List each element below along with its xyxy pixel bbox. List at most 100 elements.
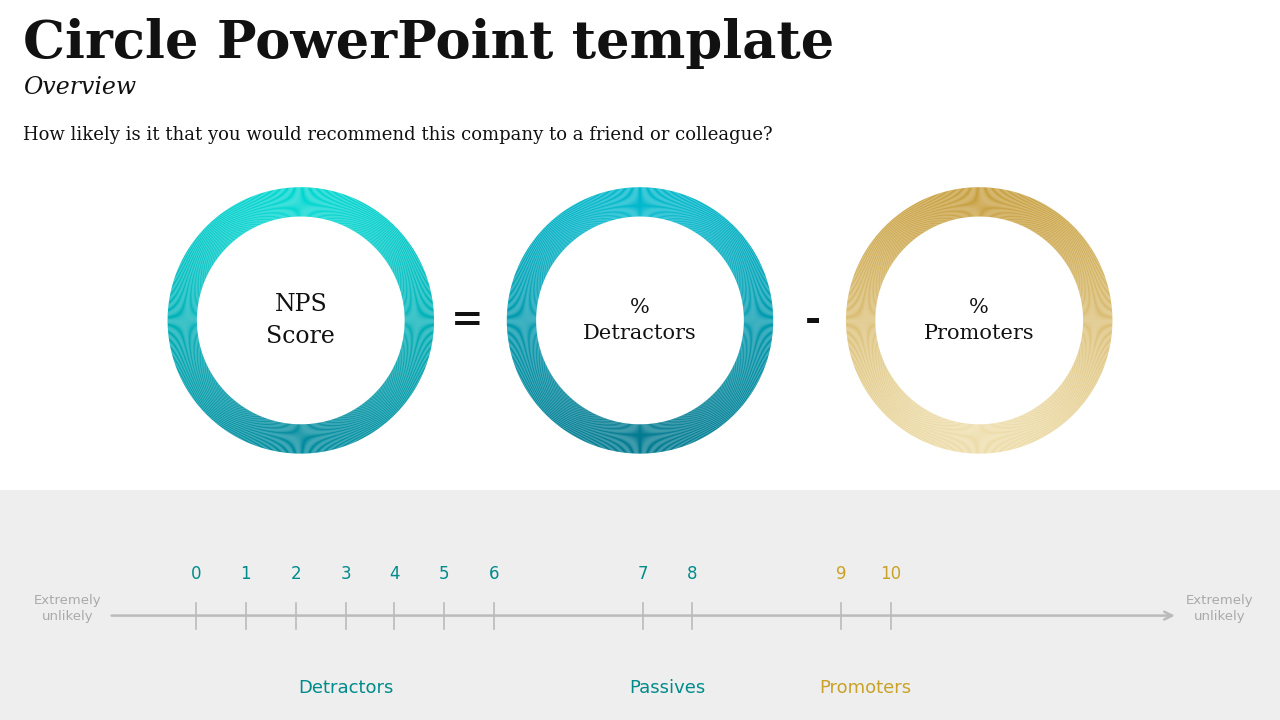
Polygon shape	[1010, 193, 1019, 221]
Polygon shape	[653, 423, 658, 453]
Polygon shape	[847, 298, 877, 304]
Polygon shape	[184, 255, 210, 270]
Polygon shape	[722, 238, 746, 257]
Polygon shape	[696, 209, 713, 234]
Polygon shape	[168, 307, 197, 311]
Polygon shape	[269, 191, 276, 220]
Polygon shape	[521, 368, 548, 382]
Polygon shape	[1051, 395, 1071, 417]
Polygon shape	[1076, 273, 1103, 284]
Polygon shape	[180, 262, 207, 276]
Polygon shape	[170, 341, 198, 347]
Polygon shape	[168, 328, 197, 331]
Polygon shape	[384, 382, 408, 400]
Polygon shape	[731, 257, 758, 271]
Polygon shape	[271, 422, 279, 451]
Polygon shape	[986, 424, 988, 454]
Polygon shape	[1059, 235, 1082, 254]
Polygon shape	[397, 269, 424, 281]
Polygon shape	[849, 296, 877, 302]
Polygon shape	[241, 201, 255, 228]
Polygon shape	[392, 255, 417, 270]
Polygon shape	[179, 266, 206, 279]
Polygon shape	[727, 377, 753, 393]
Polygon shape	[401, 350, 429, 359]
Polygon shape	[404, 310, 434, 313]
Polygon shape	[520, 262, 547, 276]
Polygon shape	[399, 277, 428, 287]
Polygon shape	[369, 219, 388, 242]
Polygon shape	[508, 298, 538, 304]
Polygon shape	[704, 215, 723, 239]
Polygon shape	[508, 337, 538, 343]
Polygon shape	[852, 278, 881, 288]
Polygon shape	[404, 315, 434, 317]
Polygon shape	[1028, 203, 1043, 229]
Text: %
Promoters: % Promoters	[924, 297, 1034, 343]
Polygon shape	[599, 194, 609, 222]
Text: 5: 5	[439, 565, 449, 583]
Polygon shape	[878, 232, 901, 252]
Polygon shape	[355, 408, 371, 434]
Polygon shape	[508, 331, 536, 336]
Polygon shape	[518, 364, 545, 377]
Polygon shape	[192, 242, 216, 260]
Polygon shape	[699, 405, 717, 430]
Polygon shape	[687, 202, 701, 228]
Polygon shape	[904, 406, 922, 431]
Polygon shape	[1010, 419, 1020, 447]
Polygon shape	[623, 423, 628, 453]
Polygon shape	[1025, 413, 1038, 440]
Polygon shape	[741, 345, 769, 353]
Polygon shape	[700, 405, 718, 429]
Polygon shape	[663, 421, 671, 450]
Polygon shape	[884, 393, 906, 415]
Polygon shape	[317, 189, 324, 218]
Polygon shape	[404, 325, 434, 328]
Polygon shape	[736, 271, 764, 282]
Polygon shape	[355, 207, 371, 233]
Polygon shape	[1053, 228, 1075, 249]
Polygon shape	[591, 196, 603, 224]
Polygon shape	[667, 420, 676, 449]
Polygon shape	[516, 271, 543, 283]
Polygon shape	[197, 235, 220, 255]
Polygon shape	[392, 369, 419, 384]
Polygon shape	[902, 211, 919, 236]
Polygon shape	[243, 199, 257, 227]
Polygon shape	[394, 364, 421, 378]
Polygon shape	[200, 232, 223, 252]
Polygon shape	[663, 422, 669, 451]
Polygon shape	[712, 224, 732, 246]
Polygon shape	[224, 211, 241, 236]
Polygon shape	[1065, 245, 1089, 262]
Polygon shape	[600, 193, 609, 221]
Polygon shape	[611, 190, 617, 219]
Polygon shape	[858, 265, 884, 278]
Polygon shape	[714, 392, 736, 414]
Polygon shape	[582, 414, 596, 441]
Polygon shape	[1037, 210, 1053, 234]
Polygon shape	[1036, 209, 1052, 234]
Polygon shape	[686, 201, 700, 228]
Polygon shape	[315, 423, 319, 452]
Polygon shape	[676, 418, 687, 445]
Polygon shape	[256, 194, 268, 222]
Polygon shape	[278, 423, 284, 451]
Polygon shape	[563, 405, 581, 430]
Polygon shape	[1082, 333, 1111, 338]
Polygon shape	[879, 231, 902, 251]
Polygon shape	[169, 303, 198, 307]
Polygon shape	[1009, 193, 1018, 221]
Polygon shape	[310, 424, 314, 453]
Polygon shape	[602, 192, 612, 221]
Polygon shape	[508, 297, 538, 303]
Polygon shape	[740, 347, 769, 356]
Polygon shape	[634, 187, 635, 217]
Polygon shape	[686, 413, 699, 440]
Polygon shape	[1071, 368, 1098, 382]
Polygon shape	[593, 196, 604, 223]
Polygon shape	[744, 330, 773, 334]
Polygon shape	[909, 408, 925, 434]
Polygon shape	[548, 224, 568, 246]
